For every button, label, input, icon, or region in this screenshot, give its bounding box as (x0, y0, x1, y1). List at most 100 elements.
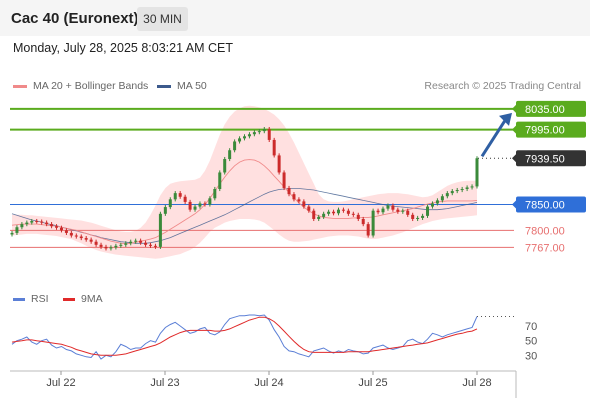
level-label-resistance: 8035.00 (525, 104, 565, 116)
candle-down (188, 201, 192, 210)
candle-up (465, 187, 469, 189)
candle-down (391, 205, 395, 210)
candle-up (262, 129, 266, 132)
candle-down (79, 236, 83, 239)
candle-down (144, 242, 148, 245)
time-tick-label: Jul 23 (150, 377, 179, 389)
candle-up (30, 221, 34, 223)
candle-up (257, 131, 261, 133)
candle-down (297, 199, 301, 202)
level-tag-pointer (512, 124, 517, 135)
candle-up (114, 245, 118, 248)
ma20-line (11, 159, 478, 245)
time-tick-label: Jul 22 (46, 377, 75, 389)
candle-down (307, 206, 311, 211)
candle-down (59, 227, 63, 231)
candle-down (64, 230, 68, 233)
candle-up (173, 193, 177, 200)
rsi-ma-label: 9MA (81, 293, 103, 305)
candle-up (322, 213, 326, 217)
candle-up (223, 159, 227, 173)
candle-down (203, 203, 207, 205)
candle-down (396, 209, 400, 212)
timeframe-button[interactable]: 30 MIN (137, 7, 188, 31)
candle-down (153, 245, 157, 247)
candle-down (40, 221, 44, 223)
level-tag-pointer (512, 103, 517, 114)
candle-up (317, 216, 321, 219)
candle-up (430, 203, 434, 207)
rsi-swatch (13, 297, 25, 301)
candle-down (376, 210, 380, 213)
ma20-label: MA 20 + Bollinger Bands (33, 80, 149, 92)
candle-down (183, 196, 187, 202)
forecast-arrow-head (499, 112, 512, 126)
level-tag-last (516, 150, 586, 167)
chart-datetime: Monday, July 28, 2025 8:03:21 AM CET (13, 41, 234, 55)
candle-down (287, 187, 291, 195)
candle-down (351, 213, 355, 215)
candle-up (243, 136, 246, 139)
rsi-line (11, 314, 478, 360)
candle-up (401, 210, 405, 212)
level-tag-resistance (516, 121, 586, 138)
level-label-last: 7939.50 (525, 153, 565, 165)
candle-up (228, 150, 232, 160)
candle-down (178, 193, 182, 197)
candle-down (89, 239, 93, 242)
candle-up (193, 206, 197, 210)
ma50-label: MA 50 (177, 80, 207, 92)
candle-up (163, 207, 167, 214)
candle-up (10, 232, 14, 235)
candle-down (272, 139, 276, 156)
level-label-resistance: 7995.00 (525, 125, 565, 137)
time-tick-label: Jul 25 (358, 377, 387, 389)
rsi-ma-swatch (63, 297, 75, 301)
candle-up (109, 247, 113, 249)
level-tag-pointer (512, 153, 517, 164)
candle-up (435, 200, 439, 204)
candle-up (198, 203, 202, 207)
legend-rsi-ma: 9MA (63, 293, 103, 305)
candle-up (371, 210, 375, 236)
rsi-ma-line (11, 316, 478, 356)
candle-up (416, 217, 420, 219)
instrument-title: Cac 40 (Euronext) (11, 10, 139, 27)
candle-down (292, 194, 296, 200)
rsi-tick-label: 50 (525, 336, 537, 348)
candle-down (366, 224, 370, 236)
ma50-swatch (157, 84, 171, 88)
rsi-tick-label: 70 (525, 321, 537, 333)
candle-down (406, 210, 410, 215)
candle-down (312, 210, 316, 219)
candle-down (50, 224, 54, 227)
legend-rsi: RSI (13, 293, 49, 305)
candle-down (149, 244, 153, 246)
candle-up (134, 240, 138, 242)
candle-up (119, 244, 123, 246)
chart-header: Cac 40 (Euronext) 30 MIN (0, 0, 590, 36)
candle-up (450, 191, 454, 194)
level-label-support: 7767.00 (525, 242, 565, 254)
candle-up (445, 193, 449, 197)
candle-up (386, 205, 390, 209)
candle-down (35, 221, 39, 223)
candle-down (55, 226, 59, 228)
candle-down (341, 209, 345, 211)
candle-down (139, 240, 143, 243)
candle-down (45, 222, 49, 225)
level-label-pivot: 7850.00 (525, 200, 565, 212)
candle-down (267, 129, 271, 140)
candle-up (233, 141, 237, 151)
rsi-tick-label: 30 (525, 350, 537, 362)
bollinger-band (12, 105, 477, 259)
candle-up (168, 199, 172, 208)
candle-down (282, 172, 286, 188)
candle-up (158, 213, 162, 247)
ma20-swatch (13, 84, 27, 88)
candle-up (421, 215, 425, 218)
candle-up (460, 189, 464, 191)
legend-ma50: MA 50 (157, 80, 207, 92)
candle-up (475, 158, 479, 187)
